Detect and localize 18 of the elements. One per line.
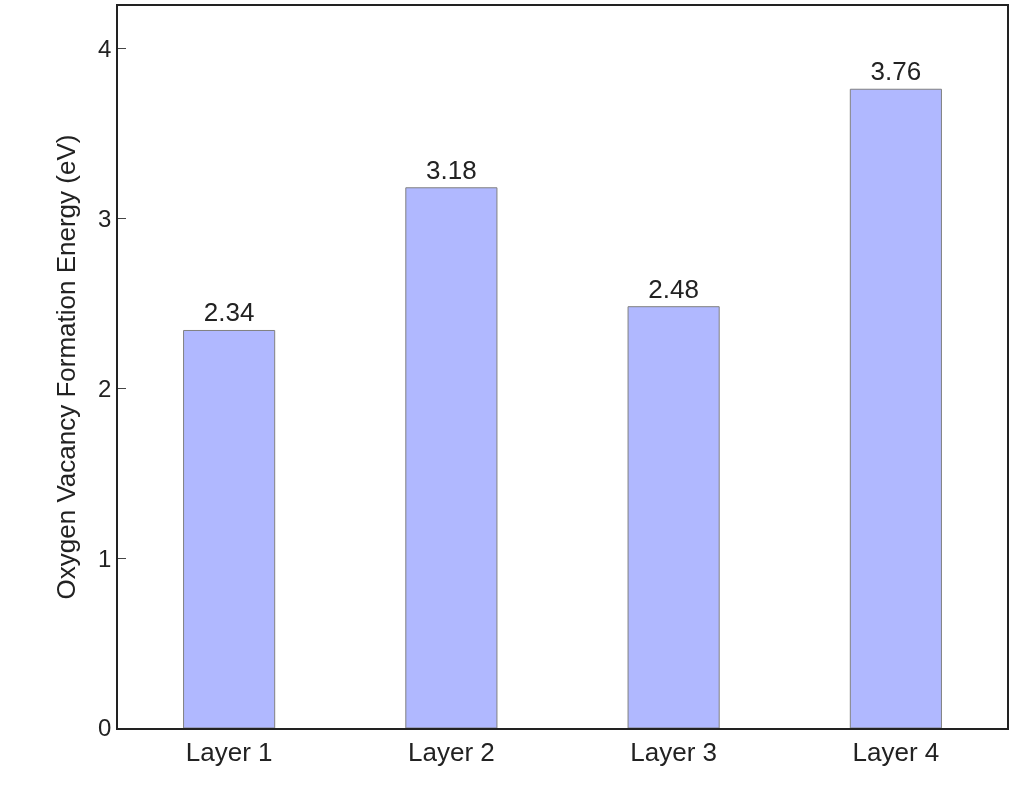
y-tick-label: 0 xyxy=(98,714,112,742)
bar xyxy=(849,88,942,728)
data-label: 3.76 xyxy=(870,56,922,87)
bar xyxy=(627,306,720,728)
y-axis-title: Oxygen Vacancy Formation Energy (eV) xyxy=(50,134,81,600)
y-tick-label: 3 xyxy=(98,204,112,232)
data-label: 2.48 xyxy=(648,273,699,304)
data-label: 2.34 xyxy=(203,297,255,328)
x-tick-label: Layer 4 xyxy=(852,736,940,767)
y-tick-label: 2 xyxy=(98,374,112,402)
x-tick-label: Layer 1 xyxy=(185,736,273,767)
data-label: 3.18 xyxy=(426,154,477,185)
y-tick-label: 1 xyxy=(98,544,112,572)
x-tick-label: Layer 3 xyxy=(630,736,717,767)
bar xyxy=(183,329,276,728)
y-tick-label: 4 xyxy=(98,34,112,62)
x-tick-label: Layer 2 xyxy=(408,736,495,767)
bar xyxy=(405,187,498,728)
